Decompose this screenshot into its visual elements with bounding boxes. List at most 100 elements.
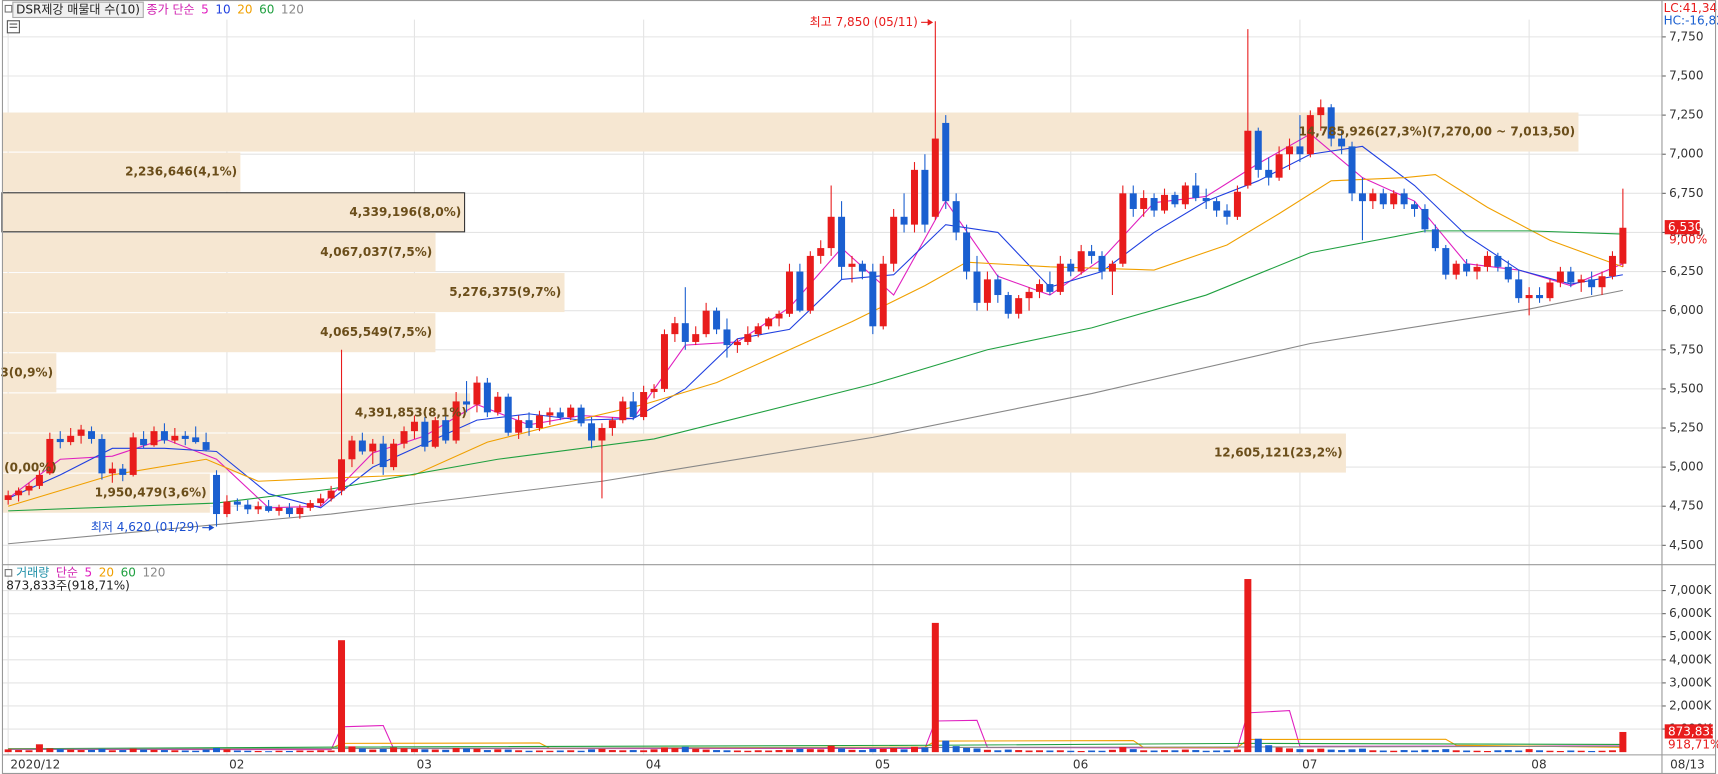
candle-body (1400, 193, 1408, 205)
moving-average-line (8, 738, 1623, 750)
volume-bar (608, 750, 616, 753)
volume-bar (265, 751, 273, 753)
current-price-label: 6,530 (1668, 220, 1702, 234)
candle-body (275, 507, 283, 511)
volume-bar (1202, 750, 1210, 753)
overlay-label: (0,00%) (4, 460, 57, 474)
volume-profile-band (1, 152, 241, 192)
candle-body (535, 415, 543, 428)
candle-body (140, 438, 148, 446)
candle-body (400, 431, 408, 444)
candle-body (994, 279, 1002, 296)
volume-bar (223, 749, 231, 753)
volume-bar (702, 749, 710, 753)
candle-body (692, 334, 700, 342)
candle-body (910, 169, 918, 225)
y-tick-label: 5,750 (1669, 342, 1703, 356)
volume-bar (1233, 749, 1241, 753)
legend-entry: 10 (215, 2, 230, 16)
volume-bar (140, 749, 148, 753)
y-tick-label: 7,250 (1669, 108, 1703, 122)
volume-profile-band (1, 433, 1346, 473)
candle-body (338, 459, 346, 491)
volume-bar (494, 749, 502, 753)
volume-bar (1473, 750, 1481, 753)
candle-body (921, 169, 929, 225)
moving-average-line (7, 174, 1624, 507)
candle-body (1025, 291, 1033, 299)
candle-body (77, 429, 85, 436)
candle-body (296, 507, 304, 515)
volume-bar (890, 747, 898, 753)
candle-body (733, 341, 741, 346)
candle-body (890, 216, 898, 264)
y-tick-label: 4,750 (1669, 499, 1703, 513)
volume-profile-label: 1,950,479(3,6%) (95, 486, 207, 500)
last-date: 08/13 (1670, 758, 1705, 772)
volume-bar (254, 750, 262, 753)
volume-bar (150, 749, 158, 753)
candle-body (1379, 193, 1387, 205)
candle-body (640, 392, 648, 418)
legend-entry: 120 (281, 2, 304, 16)
volume-bar (952, 746, 960, 753)
candle-body (754, 326, 762, 335)
volume-bar (431, 749, 439, 753)
volume-bar (1317, 748, 1325, 753)
candle-body (1275, 154, 1283, 178)
x-tick-label: 08 (1531, 758, 1546, 772)
volume-profile-label: 2,236,646(4,1%) (125, 165, 237, 179)
volume-bar (1140, 750, 1148, 753)
legend-entry: 20 (237, 2, 252, 16)
volume-bar (546, 750, 554, 753)
volume-bar (765, 750, 773, 753)
title-box (12, 1, 144, 19)
candle-body (1286, 146, 1294, 155)
candle-body (1129, 193, 1137, 209)
candle-body (1046, 284, 1054, 292)
volume-bar (723, 750, 731, 753)
candle-body (1431, 229, 1439, 249)
candle-body (588, 423, 596, 441)
volume-bar (129, 748, 137, 753)
chart-title: DSR제강 매물대 수(10) (16, 2, 140, 16)
volume-bar (598, 748, 606, 753)
candle-body (1306, 115, 1314, 155)
annotation-arrow (208, 524, 215, 531)
volume-bar (1463, 750, 1471, 753)
x-tick-label: 06 (1073, 758, 1088, 772)
volume-bar (1171, 750, 1179, 753)
volume-bar (1327, 749, 1335, 753)
volume-bar (629, 750, 637, 753)
candle-body (1338, 138, 1346, 147)
x-tick-label: 05 (875, 758, 890, 772)
candle-body (608, 420, 616, 428)
candle-body (1202, 198, 1210, 202)
y-tick-label: 7,000 (1669, 147, 1703, 161)
candle-body (1056, 263, 1064, 292)
candle-body (879, 263, 887, 327)
volume-bar (452, 747, 460, 753)
volume-bar (233, 750, 241, 753)
candle-body (1411, 204, 1419, 209)
volume-bar (410, 748, 418, 753)
candle-body (1244, 130, 1252, 186)
candle-body (723, 329, 731, 346)
candle-body (442, 420, 450, 441)
candle-body (390, 443, 398, 468)
volume-bar (733, 750, 741, 753)
volume-bar (1483, 750, 1491, 753)
candle-body (1088, 251, 1096, 256)
volume-profile-band (1, 112, 1579, 152)
candle-body (1181, 185, 1189, 205)
y-tick-label: 5,250 (1669, 420, 1703, 434)
candle-body (483, 382, 491, 413)
candle-body (1119, 193, 1127, 264)
volume-bar (483, 750, 491, 753)
candle-body (1171, 194, 1179, 205)
y-tick-label: 5,000K (1669, 629, 1712, 643)
candle-body (1358, 193, 1366, 202)
volume-bar (1244, 579, 1252, 753)
candle-body (931, 138, 939, 217)
candle-body (1577, 279, 1585, 283)
